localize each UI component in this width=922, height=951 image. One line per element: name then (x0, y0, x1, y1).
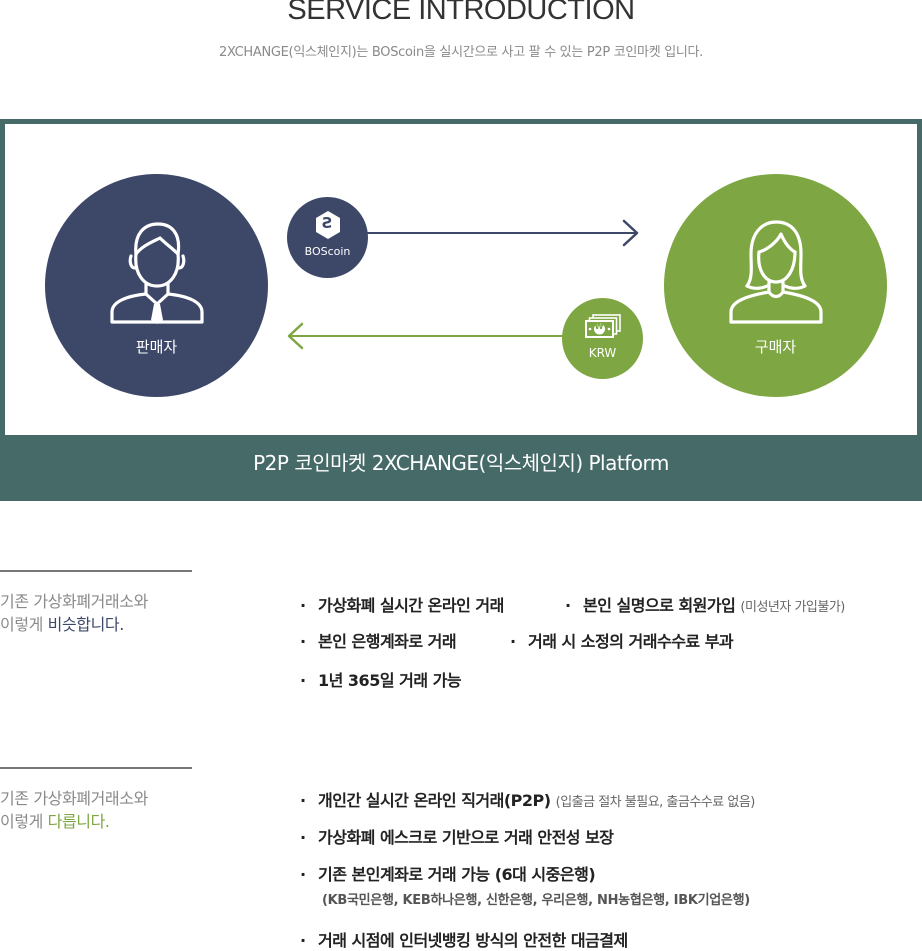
bullet-note: (입출금 절차 불필요, 출금수수료 없음) (555, 795, 756, 810)
different-section: 기존 가상화폐거래소와 이렇게 다릅니다. · 개인간 실시간 온라인 직거래(P… (0, 767, 922, 951)
different-caption-line1: 기존 가상화폐거래소와 (0, 789, 148, 808)
bullet-dot: · (510, 632, 516, 651)
different-caption: 기존 가상화폐거래소와 이렇게 다릅니다. (0, 787, 148, 833)
bullet-text: 본인 실명으로 회원가입 (583, 596, 736, 615)
similar-caption: 기존 가상화폐거래소와 이렇게 비슷합니다. (0, 590, 148, 636)
platform-label: P2P 코인마켓 2XCHANGE(익스체인지) Platform (253, 451, 669, 475)
bullet-text: 가상화폐 실시간 온라인 거래 (318, 596, 504, 615)
krw-badge: ₩ KRW (562, 298, 643, 379)
section-title: SERVICE INTRODUCTION (287, 0, 635, 26)
banknote-icon (585, 314, 621, 338)
platform-diagram: 판매자 구매자 (0, 119, 922, 501)
bullet-dot: · (300, 791, 306, 810)
buyer-label: 구매자 (754, 338, 797, 356)
krw-glyph: ₩ (594, 322, 604, 331)
female-user-icon (729, 220, 823, 324)
different-bullet-3: · 기존 본인계좌로 거래 가능 (6대 시중은행) (300, 861, 596, 885)
bullet-text: 본인 은행계좌로 거래 (318, 632, 457, 651)
buyer-circle: 구매자 (664, 174, 887, 397)
bullet-dot: · (565, 596, 571, 615)
arrow-left-icon (287, 322, 567, 350)
similar-section: 기존 가상화폐거래소와 이렇게 비슷합니다. · 가상화폐 실시간 온라인 거래 … (0, 570, 922, 710)
similar-bullet-3: · 본인 은행계좌로 거래 (300, 628, 457, 652)
similar-highlight: 비슷합니다. (47, 615, 125, 634)
similar-bullet-2: · 본인 실명으로 회원가입 (미성년자 가입불가) (565, 592, 845, 616)
similar-bullet-5: · 1년 365일 거래 가능 (300, 667, 462, 691)
krw-label: KRW (588, 346, 617, 360)
bullet-dot: · (300, 596, 306, 615)
bullet-dot: · (300, 632, 306, 651)
similar-caption-line1: 기존 가상화폐거래소와 (0, 592, 148, 611)
different-bullet-4: · 거래 시점에 인터넷뱅킹 방식의 안전한 대금결제 (300, 927, 628, 951)
boscoin-label: BOScoin (304, 245, 351, 258)
different-highlight: 다릅니다. (47, 812, 110, 831)
section-subtitle: 2XCHANGE(익스체인지)는 BOScoin을 실시간으로 사고 팔 수 있… (218, 45, 704, 60)
different-bullet-1: · 개인간 실시간 온라인 직거래(P2P) (입출금 절차 불필요, 출금수수료… (300, 787, 755, 811)
bullet-dot: · (300, 931, 306, 950)
bullet-text: 거래 시점에 인터넷뱅킹 방식의 안전한 대금결제 (318, 931, 628, 950)
arrow-right-icon (360, 219, 639, 247)
bullet-note: (미성년자 가입불가) (740, 600, 845, 615)
bullet-dot: · (300, 865, 306, 884)
similar-bullet-4: · 거래 시 소정의 거래수수료 부과 (510, 628, 734, 652)
bullet-text: 1년 365일 거래 가능 (318, 671, 462, 690)
bullet-text: 거래 시 소정의 거래수수료 부과 (528, 632, 734, 651)
bullet-dot: · (300, 671, 306, 690)
bullet-text: 기존 본인계좌로 거래 가능 (6대 시중은행) (318, 865, 596, 884)
boscoin-icon (316, 211, 340, 239)
different-divider (0, 767, 192, 769)
different-bullet-2: · 가상화폐 에스크로 기반으로 거래 안전성 보장 (300, 824, 614, 848)
bullet-text: 개인간 실시간 온라인 직거래(P2P) (318, 791, 551, 810)
boscoin-badge: Ƨ BOScoin (287, 197, 368, 278)
different-bullet-3-banks: (KB국민은행, KEB하나은행, 신한은행, 우리은행, NH농협은행, IB… (322, 893, 750, 908)
similar-bullet-1: · 가상화폐 실시간 온라인 거래 (300, 592, 504, 616)
seller-circle: 판매자 (45, 174, 268, 397)
seller-label: 판매자 (135, 338, 178, 356)
boscoin-glyph: Ƨ (322, 214, 333, 232)
different-caption-prefix: 이렇게 (0, 812, 48, 831)
different-caption-line2: 이렇게 다릅니다. (0, 810, 148, 833)
similar-divider (0, 570, 192, 572)
male-user-icon (110, 222, 204, 324)
similar-caption-prefix: 이렇게 (0, 615, 48, 634)
bullet-dot: · (300, 828, 306, 847)
bullet-text: 가상화폐 에스크로 기반으로 거래 안전성 보장 (318, 828, 614, 847)
diagram-canvas: 판매자 구매자 (5, 124, 917, 435)
similar-caption-line2: 이렇게 비슷합니다. (0, 613, 148, 636)
